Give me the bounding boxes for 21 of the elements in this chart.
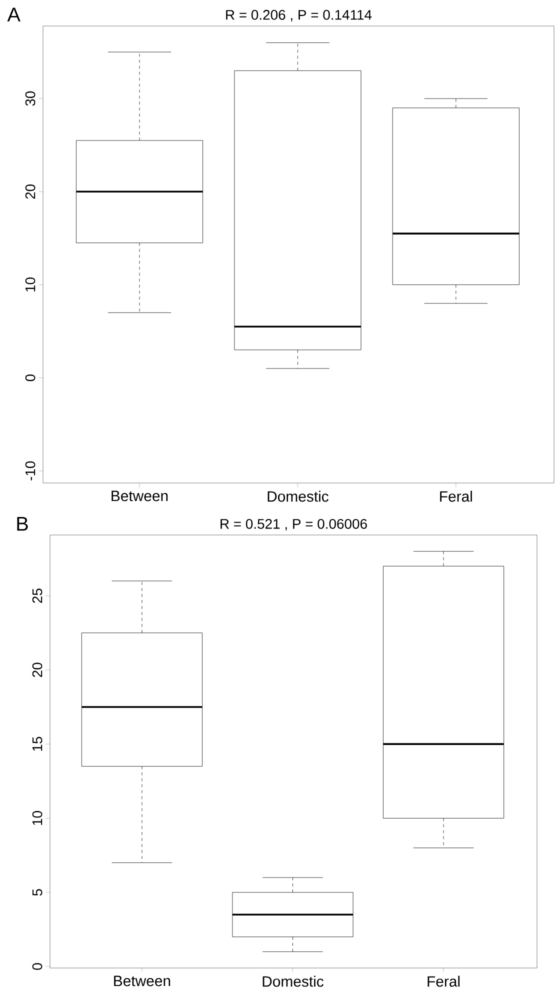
y-tick-label: 10 [25, 278, 36, 292]
y-tick-label: 20 [25, 184, 36, 199]
text: A [7, 8, 20, 22]
x-tick-label: Domestic [262, 976, 324, 987]
y-tick-label: 20 [32, 662, 42, 677]
y-tick-label: 15 [32, 736, 42, 751]
y-tick-label: -10 [25, 461, 36, 480]
x-tick-label: Feral [440, 490, 472, 502]
y-tick-label: 0 [32, 963, 42, 970]
y-tick-label: 5 [32, 889, 42, 896]
y-tick-label: 30 [25, 91, 36, 106]
x-tick-label: Between [114, 976, 170, 986]
y-tick-label: 0 [25, 374, 36, 382]
chart-title: R = 0.521 , P = 0.06006 [220, 518, 367, 530]
x-tick-label: Feral [428, 976, 460, 987]
chart-title: R = 0.206 , P = 0.14114 [226, 10, 372, 22]
x-tick-label: Between [112, 490, 168, 502]
text: B [17, 516, 28, 531]
x-tick-label: Domestic [268, 490, 328, 502]
y-tick-label: 25 [32, 588, 42, 603]
y-tick-label: 10 [32, 811, 42, 825]
